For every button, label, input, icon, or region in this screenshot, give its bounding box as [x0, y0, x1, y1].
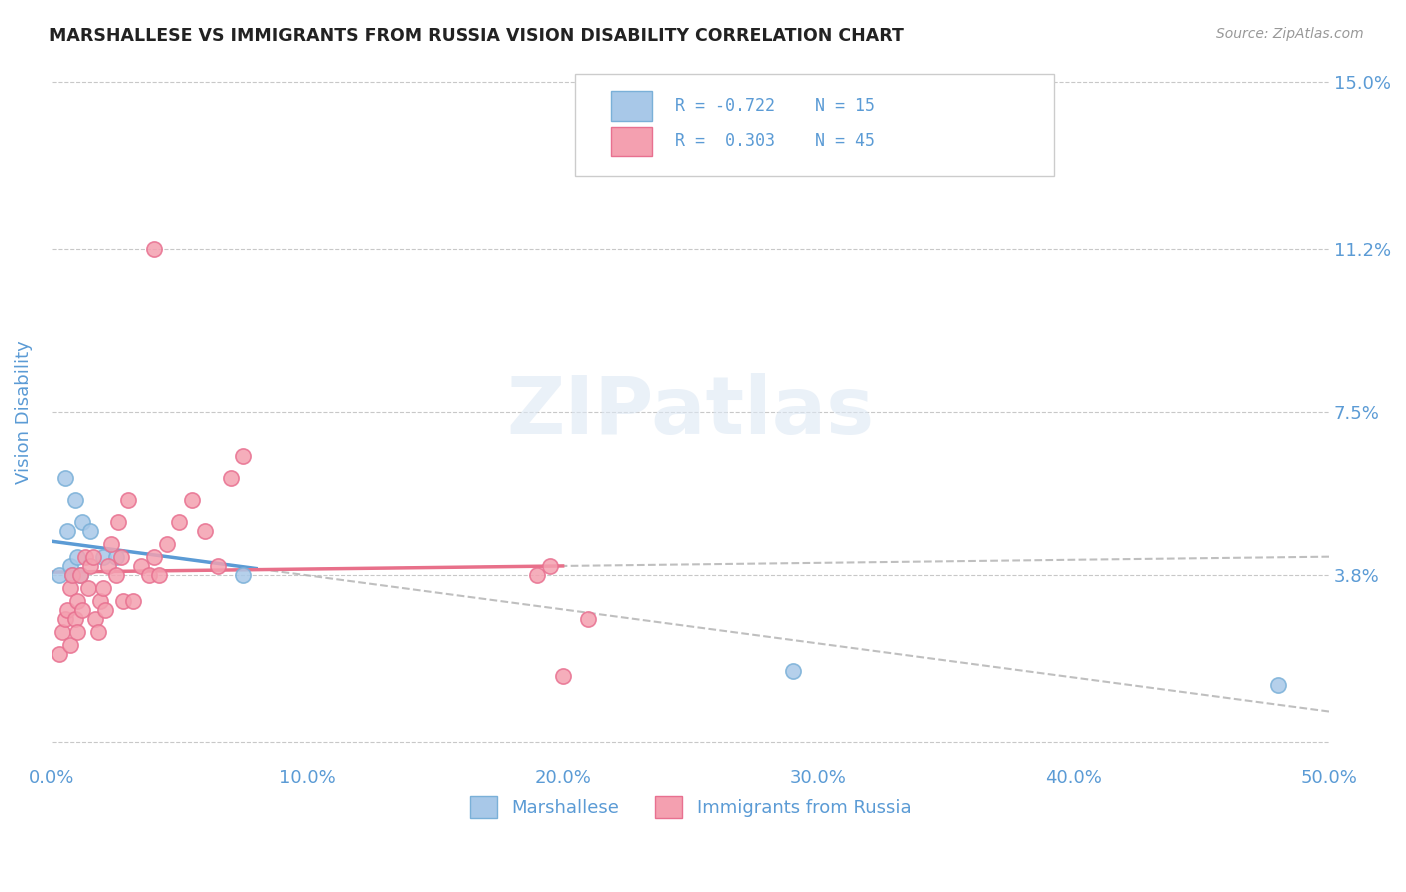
- Point: [79, 524, 101, 538]
- Point: [60, 567, 83, 582]
- Point: [156, 537, 179, 551]
- Point: [1267, 677, 1289, 691]
- Point: [66, 624, 89, 639]
- Point: [207, 558, 229, 573]
- Point: [576, 611, 599, 625]
- Point: [69, 567, 91, 582]
- Point: [142, 242, 165, 256]
- Point: [91, 549, 114, 564]
- Y-axis label: Vision Disability: Vision Disability: [15, 340, 32, 483]
- Point: [138, 567, 160, 582]
- Point: [53, 611, 76, 625]
- Point: [782, 665, 804, 679]
- Point: [117, 492, 139, 507]
- Point: [194, 524, 217, 538]
- Point: [148, 567, 170, 582]
- Point: [73, 549, 96, 564]
- Point: [87, 624, 110, 639]
- Point: [66, 594, 89, 608]
- Legend: Marshallese, Immigrants from Russia: Marshallese, Immigrants from Russia: [463, 789, 918, 825]
- Point: [94, 603, 117, 617]
- FancyBboxPatch shape: [612, 91, 652, 121]
- Text: ZIPatlas: ZIPatlas: [506, 373, 875, 450]
- Point: [142, 549, 165, 564]
- Text: R =  0.303    N = 45: R = 0.303 N = 45: [675, 132, 875, 150]
- Point: [66, 549, 89, 564]
- Point: [51, 624, 73, 639]
- Point: [84, 611, 107, 625]
- Point: [122, 594, 145, 608]
- Point: [48, 567, 70, 582]
- FancyBboxPatch shape: [612, 127, 652, 156]
- Point: [76, 581, 98, 595]
- Point: [104, 567, 127, 582]
- Point: [232, 567, 254, 582]
- Point: [100, 537, 122, 551]
- Point: [107, 515, 129, 529]
- Point: [181, 492, 204, 507]
- Text: Source: ZipAtlas.com: Source: ZipAtlas.com: [1216, 27, 1364, 41]
- Point: [63, 492, 86, 507]
- Point: [169, 515, 191, 529]
- Point: [551, 669, 574, 683]
- Point: [112, 594, 135, 608]
- Point: [526, 567, 548, 582]
- Text: R = -0.722    N = 15: R = -0.722 N = 15: [675, 97, 875, 115]
- Point: [72, 603, 94, 617]
- Point: [56, 524, 79, 538]
- Point: [219, 471, 242, 485]
- Point: [72, 515, 94, 529]
- Point: [60, 567, 83, 582]
- Point: [63, 611, 86, 625]
- Point: [110, 549, 132, 564]
- Point: [89, 594, 111, 608]
- Point: [59, 638, 82, 652]
- Point: [79, 558, 101, 573]
- Point: [48, 647, 70, 661]
- Text: MARSHALLESE VS IMMIGRANTS FROM RUSSIA VISION DISABILITY CORRELATION CHART: MARSHALLESE VS IMMIGRANTS FROM RUSSIA VI…: [49, 27, 904, 45]
- FancyBboxPatch shape: [575, 74, 1054, 176]
- Point: [538, 558, 561, 573]
- Point: [232, 449, 254, 463]
- Point: [69, 567, 91, 582]
- Point: [53, 471, 76, 485]
- Point: [104, 549, 127, 564]
- Point: [82, 549, 104, 564]
- Point: [59, 581, 82, 595]
- Point: [56, 603, 79, 617]
- Point: [129, 558, 152, 573]
- Point: [97, 558, 120, 573]
- Point: [91, 581, 114, 595]
- Point: [59, 558, 82, 573]
